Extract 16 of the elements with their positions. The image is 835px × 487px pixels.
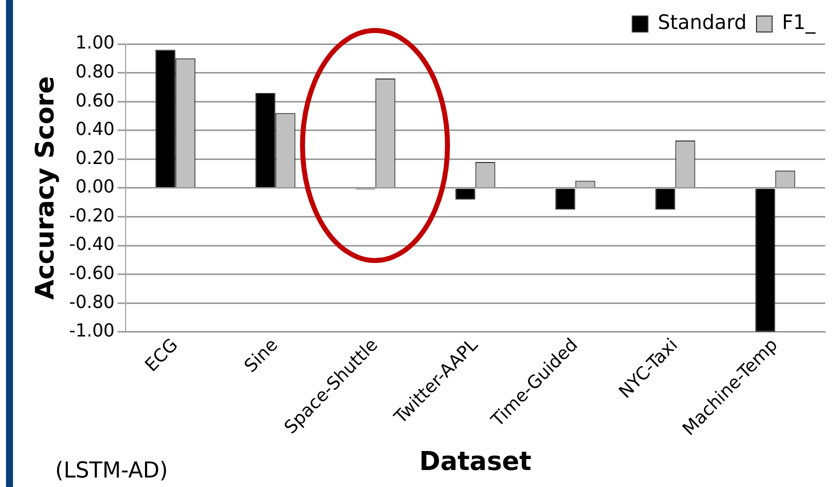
y-tick-label: -0.20 bbox=[69, 205, 115, 226]
y-tick-label: -0.60 bbox=[69, 262, 115, 284]
x-axis-title: Dataset bbox=[419, 446, 532, 478]
y-tick-label: -0.80 bbox=[69, 292, 115, 313]
y-tick-label: 0.40 bbox=[75, 118, 115, 140]
legend-label: F1_ bbox=[782, 11, 816, 34]
y-tick-label: 0.80 bbox=[75, 61, 115, 83]
y-tick-label: 0.20 bbox=[75, 148, 115, 169]
text: (LSTM-AD) bbox=[55, 458, 168, 484]
y-tick-label: 0.00 bbox=[75, 176, 115, 198]
y-tick-label: 0.60 bbox=[75, 90, 115, 112]
y-tick-label: -0.40 bbox=[69, 234, 115, 256]
y-tick-label: 1.00 bbox=[75, 32, 115, 54]
y-axis-title: Accuracy Score bbox=[30, 76, 60, 300]
legend-label: Standard bbox=[658, 11, 747, 34]
y-tick-label: -1.00 bbox=[69, 320, 115, 342]
